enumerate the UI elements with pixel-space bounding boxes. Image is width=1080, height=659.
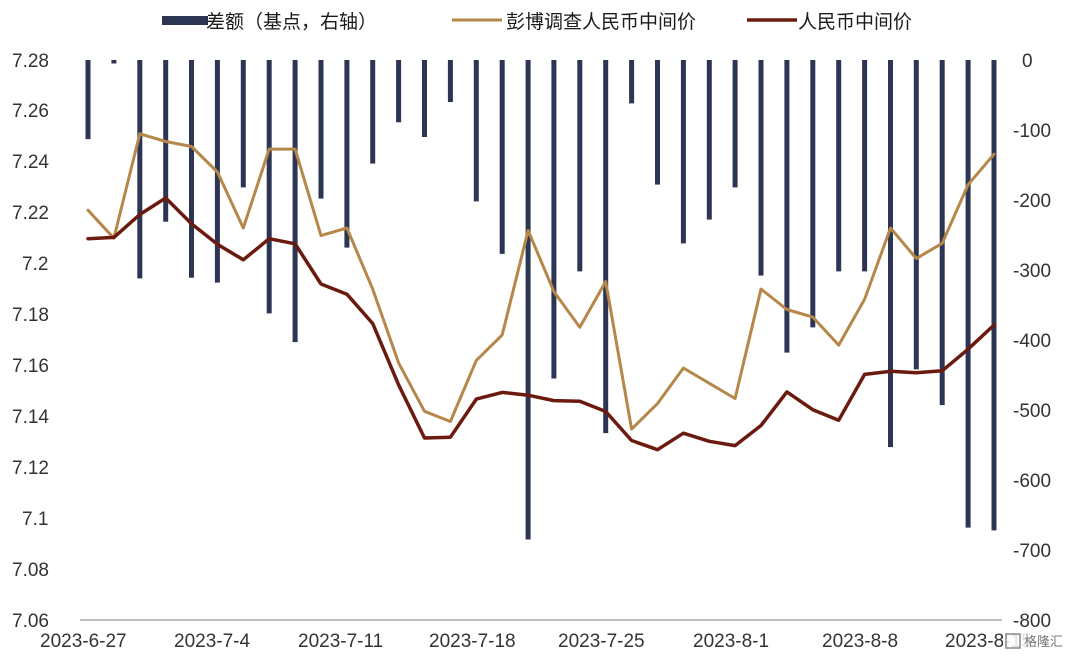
- x-tick: 2023-8-1: [693, 631, 769, 652]
- bar-diff: [888, 60, 893, 448]
- right-tick: -300: [1013, 261, 1051, 282]
- bar-diff: [836, 60, 842, 272]
- left-tick: 7.2: [22, 254, 48, 275]
- bar-diff: [939, 60, 945, 406]
- bar-diff: [137, 60, 143, 279]
- line-rmb-fix: [86, 196, 996, 452]
- bar-diff: [732, 60, 738, 188]
- left-tick: 7.12: [12, 458, 49, 479]
- legend-label-bar: 差额（基点，右轴）: [206, 11, 377, 33]
- bar-diff: [396, 60, 402, 123]
- left-tick: 7.1: [22, 509, 48, 530]
- bar-diff: [965, 60, 971, 528]
- left-tick: 7.18: [12, 305, 49, 326]
- x-axis: 2023-6-27 2023-7-4 2023-7-11 2023-7-18 2…: [40, 631, 1032, 652]
- bar-diff: [473, 60, 479, 202]
- bar-diff: [525, 60, 531, 540]
- bar-diff: [240, 60, 246, 188]
- bar-diff: [577, 60, 583, 272]
- bar-series: [85, 60, 997, 540]
- bar-diff: [447, 60, 453, 102]
- legend-label-fix: 人民币中间价: [798, 11, 912, 33]
- left-tick: 7.06: [12, 611, 49, 632]
- x-tick: 2023-8-8: [822, 631, 898, 652]
- bar-diff: [784, 60, 790, 353]
- bar-diff: [344, 60, 350, 248]
- left-tick: 7.14: [12, 407, 49, 428]
- left-tick: 7.22: [12, 203, 49, 224]
- bar-diff: [913, 60, 919, 370]
- bar-diff: [603, 60, 609, 434]
- right-axis: 0 -100 -200 -300 -400 -500 -600 -700 -80…: [1013, 51, 1051, 632]
- right-tick: -700: [1013, 541, 1051, 562]
- bar-diff: [758, 60, 764, 276]
- right-tick: -100: [1013, 121, 1051, 142]
- right-tick: 0: [1022, 51, 1033, 72]
- bar-diff: [862, 60, 868, 272]
- bar-diff: [629, 60, 635, 104]
- right-tick: -500: [1013, 401, 1051, 422]
- right-tick: -800: [1013, 611, 1051, 632]
- bar-diff: [680, 60, 686, 244]
- left-tick: 7.16: [12, 356, 49, 377]
- right-tick: -600: [1013, 471, 1051, 492]
- watermark-text: 格隆汇: [1024, 634, 1063, 650]
- left-axis: 7.28 7.26 7.24 7.22 7.2 7.18 7.16 7.14 7…: [12, 51, 49, 632]
- bar-diff: [422, 60, 427, 137]
- bar-diff: [655, 60, 660, 185]
- bar-diff: [318, 60, 324, 199]
- legend-swatch-bar: [162, 16, 208, 25]
- x-tick: 2023-7-25: [558, 631, 645, 652]
- bar-diff: [370, 60, 376, 164]
- right-tick: -400: [1013, 331, 1051, 352]
- line-series: [86, 132, 996, 452]
- x-tick: 2023-6-27: [40, 631, 127, 652]
- bar-diff: [551, 60, 557, 379]
- bar-diff: [991, 60, 997, 531]
- watermark-logo-icon: [1005, 633, 1021, 649]
- x-tick: 2023-7-11: [298, 631, 383, 652]
- bar-diff: [706, 60, 712, 220]
- left-tick: 7.26: [12, 101, 49, 122]
- bar-diff: [85, 60, 91, 140]
- bar-diff: [499, 60, 505, 254]
- left-tick: 7.08: [12, 560, 49, 581]
- x-tick: 2023-7-18: [429, 631, 516, 652]
- legend-label-bloomberg: 彭博调查人民币中间价: [506, 11, 696, 33]
- x-tick: 2023-7-4: [174, 631, 250, 652]
- bar-diff: [111, 60, 117, 64]
- watermark: 格隆汇: [1003, 629, 1077, 655]
- bar-diff: [292, 60, 298, 343]
- bar-diff: [266, 60, 272, 314]
- bar-diff: [189, 60, 194, 278]
- right-tick: -200: [1013, 191, 1051, 212]
- line-bloomberg-survey-fix: [86, 132, 996, 431]
- legend: 差额（基点，右轴） 彭博调查人民币中间价 人民币中间价: [162, 11, 912, 33]
- left-tick: 7.28: [12, 51, 49, 72]
- bar-diff: [810, 60, 816, 328]
- left-tick: 7.24: [12, 152, 49, 173]
